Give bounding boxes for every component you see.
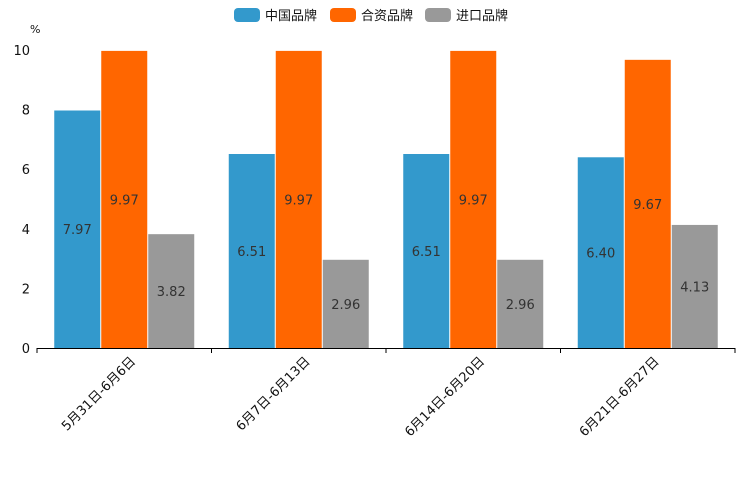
bar bbox=[275, 50, 322, 348]
data-label: 9.97 bbox=[459, 193, 488, 208]
bars bbox=[54, 50, 718, 349]
bar bbox=[450, 50, 497, 348]
y-tick-label: 8 bbox=[22, 104, 30, 119]
data-label: 6.51 bbox=[237, 245, 266, 260]
bar bbox=[322, 259, 369, 348]
y-tick-label: 4 bbox=[22, 223, 30, 238]
legend-item[interactable]: 中国品牌 bbox=[234, 8, 317, 24]
x-tick-label: 6月7日-6月13日 bbox=[234, 354, 314, 434]
x-tick-label: 6月14日-6月20日 bbox=[402, 354, 488, 440]
data-label: 7.97 bbox=[63, 223, 92, 238]
data-label: 9.67 bbox=[633, 198, 662, 213]
data-label: 6.51 bbox=[412, 245, 441, 260]
bar bbox=[403, 154, 450, 348]
x-tick-label: 5月31日-6月6日 bbox=[59, 354, 139, 434]
bar bbox=[54, 110, 101, 348]
legend-label: 进口品牌 bbox=[456, 8, 508, 24]
legend-item[interactable]: 进口品牌 bbox=[425, 8, 508, 24]
data-label: 4.13 bbox=[680, 280, 709, 295]
legend: 中国品牌 合资品牌 进口品牌 bbox=[234, 8, 508, 24]
data-label: 2.96 bbox=[331, 298, 360, 313]
y-tick-label: 6 bbox=[22, 163, 30, 178]
bar bbox=[671, 224, 718, 348]
y-tick-label: 10 bbox=[13, 44, 30, 59]
y-axis: 0 2 4 6 8 10 bbox=[13, 44, 30, 357]
y-tick-label: 2 bbox=[22, 282, 30, 297]
y-axis-unit-label: % bbox=[30, 23, 40, 36]
bar bbox=[228, 154, 275, 348]
legend-swatch bbox=[425, 8, 451, 22]
legend-label: 中国品牌 bbox=[265, 8, 317, 24]
data-label: 2.96 bbox=[506, 298, 535, 313]
data-labels: 7.97 9.97 3.82 6.51 9.97 2.96 6.51 9.97 2.96 6.40… bbox=[63, 193, 709, 312]
bar bbox=[624, 59, 671, 349]
bar bbox=[101, 50, 148, 348]
legend-item[interactable]: 合资品牌 bbox=[330, 8, 413, 24]
data-label: 3.82 bbox=[157, 285, 186, 300]
data-label: 9.97 bbox=[284, 193, 313, 208]
bar bbox=[497, 259, 544, 348]
data-label: 6.40 bbox=[586, 247, 615, 262]
bar bbox=[148, 234, 195, 348]
y-tick-label: 0 bbox=[22, 342, 30, 357]
legend-swatch bbox=[330, 8, 356, 22]
legend-label: 合资品牌 bbox=[361, 8, 413, 24]
x-axis: 5月31日-6月6日 6月7日-6月13日 6月14日-6月20日 6月21日-6月2… bbox=[36, 348, 736, 440]
data-label: 9.97 bbox=[110, 193, 139, 208]
x-tick-label: 6月21日-6月27日 bbox=[577, 354, 663, 440]
legend-swatch bbox=[234, 8, 260, 22]
bar bbox=[577, 157, 624, 348]
